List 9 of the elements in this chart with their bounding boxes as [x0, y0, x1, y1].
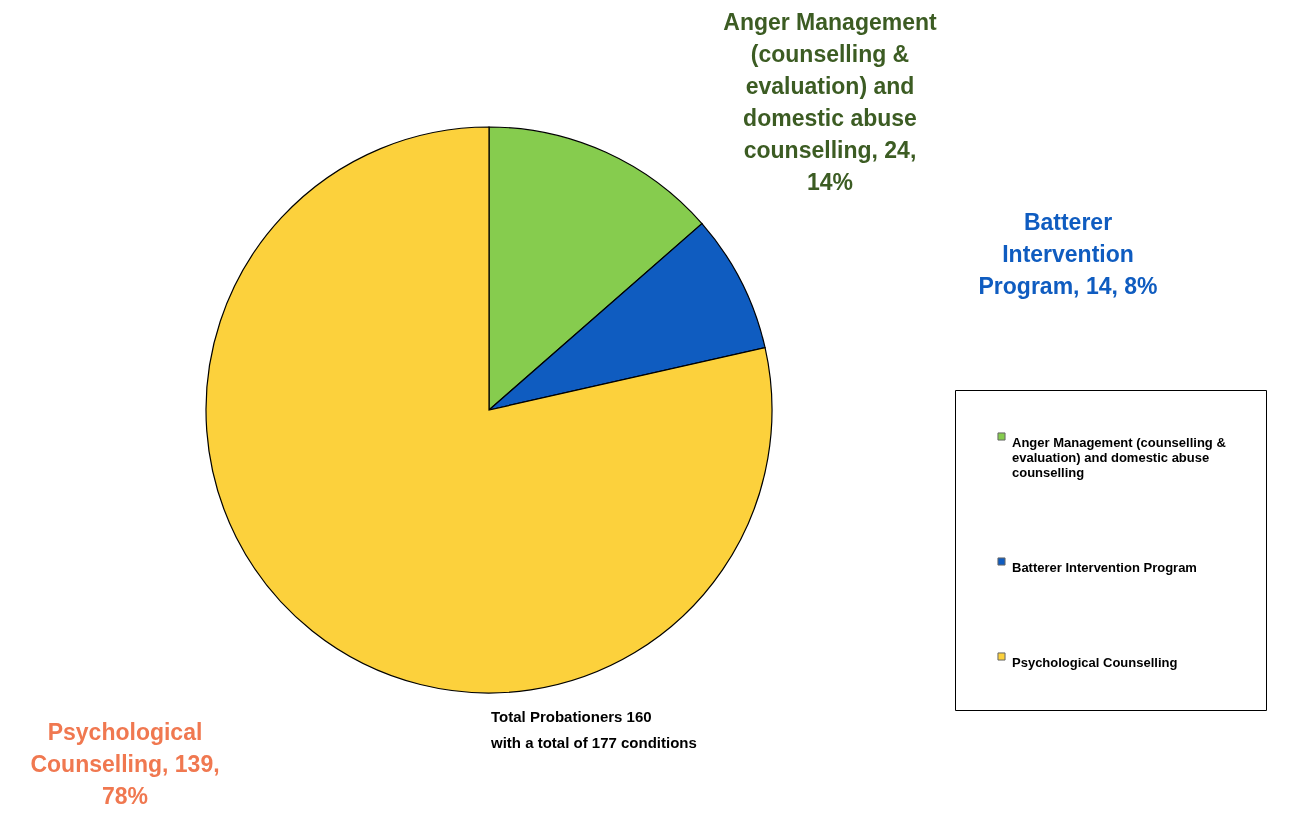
legend-label: Batterer Intervention Program	[1012, 559, 1197, 575]
category-label: Anger Management (counselling & evaluation) and domestic abuse counselling, 24,	[723, 9, 937, 163]
text: 14%	[806, 169, 854, 195]
legend-label: Anger Management (counselling & evaluation) and domestic abuse counselling	[1012, 434, 1226, 480]
legend-label: Psychological Counselling	[1012, 654, 1178, 670]
text: Total Probationers 160 with a total of 177 conditions	[490, 708, 697, 751]
category-label: Psychological Counselling, 139,	[30, 719, 220, 777]
text: 78%	[101, 783, 149, 809]
category-label: Batterer Intervention Program, 14, 8%	[978, 209, 1158, 299]
